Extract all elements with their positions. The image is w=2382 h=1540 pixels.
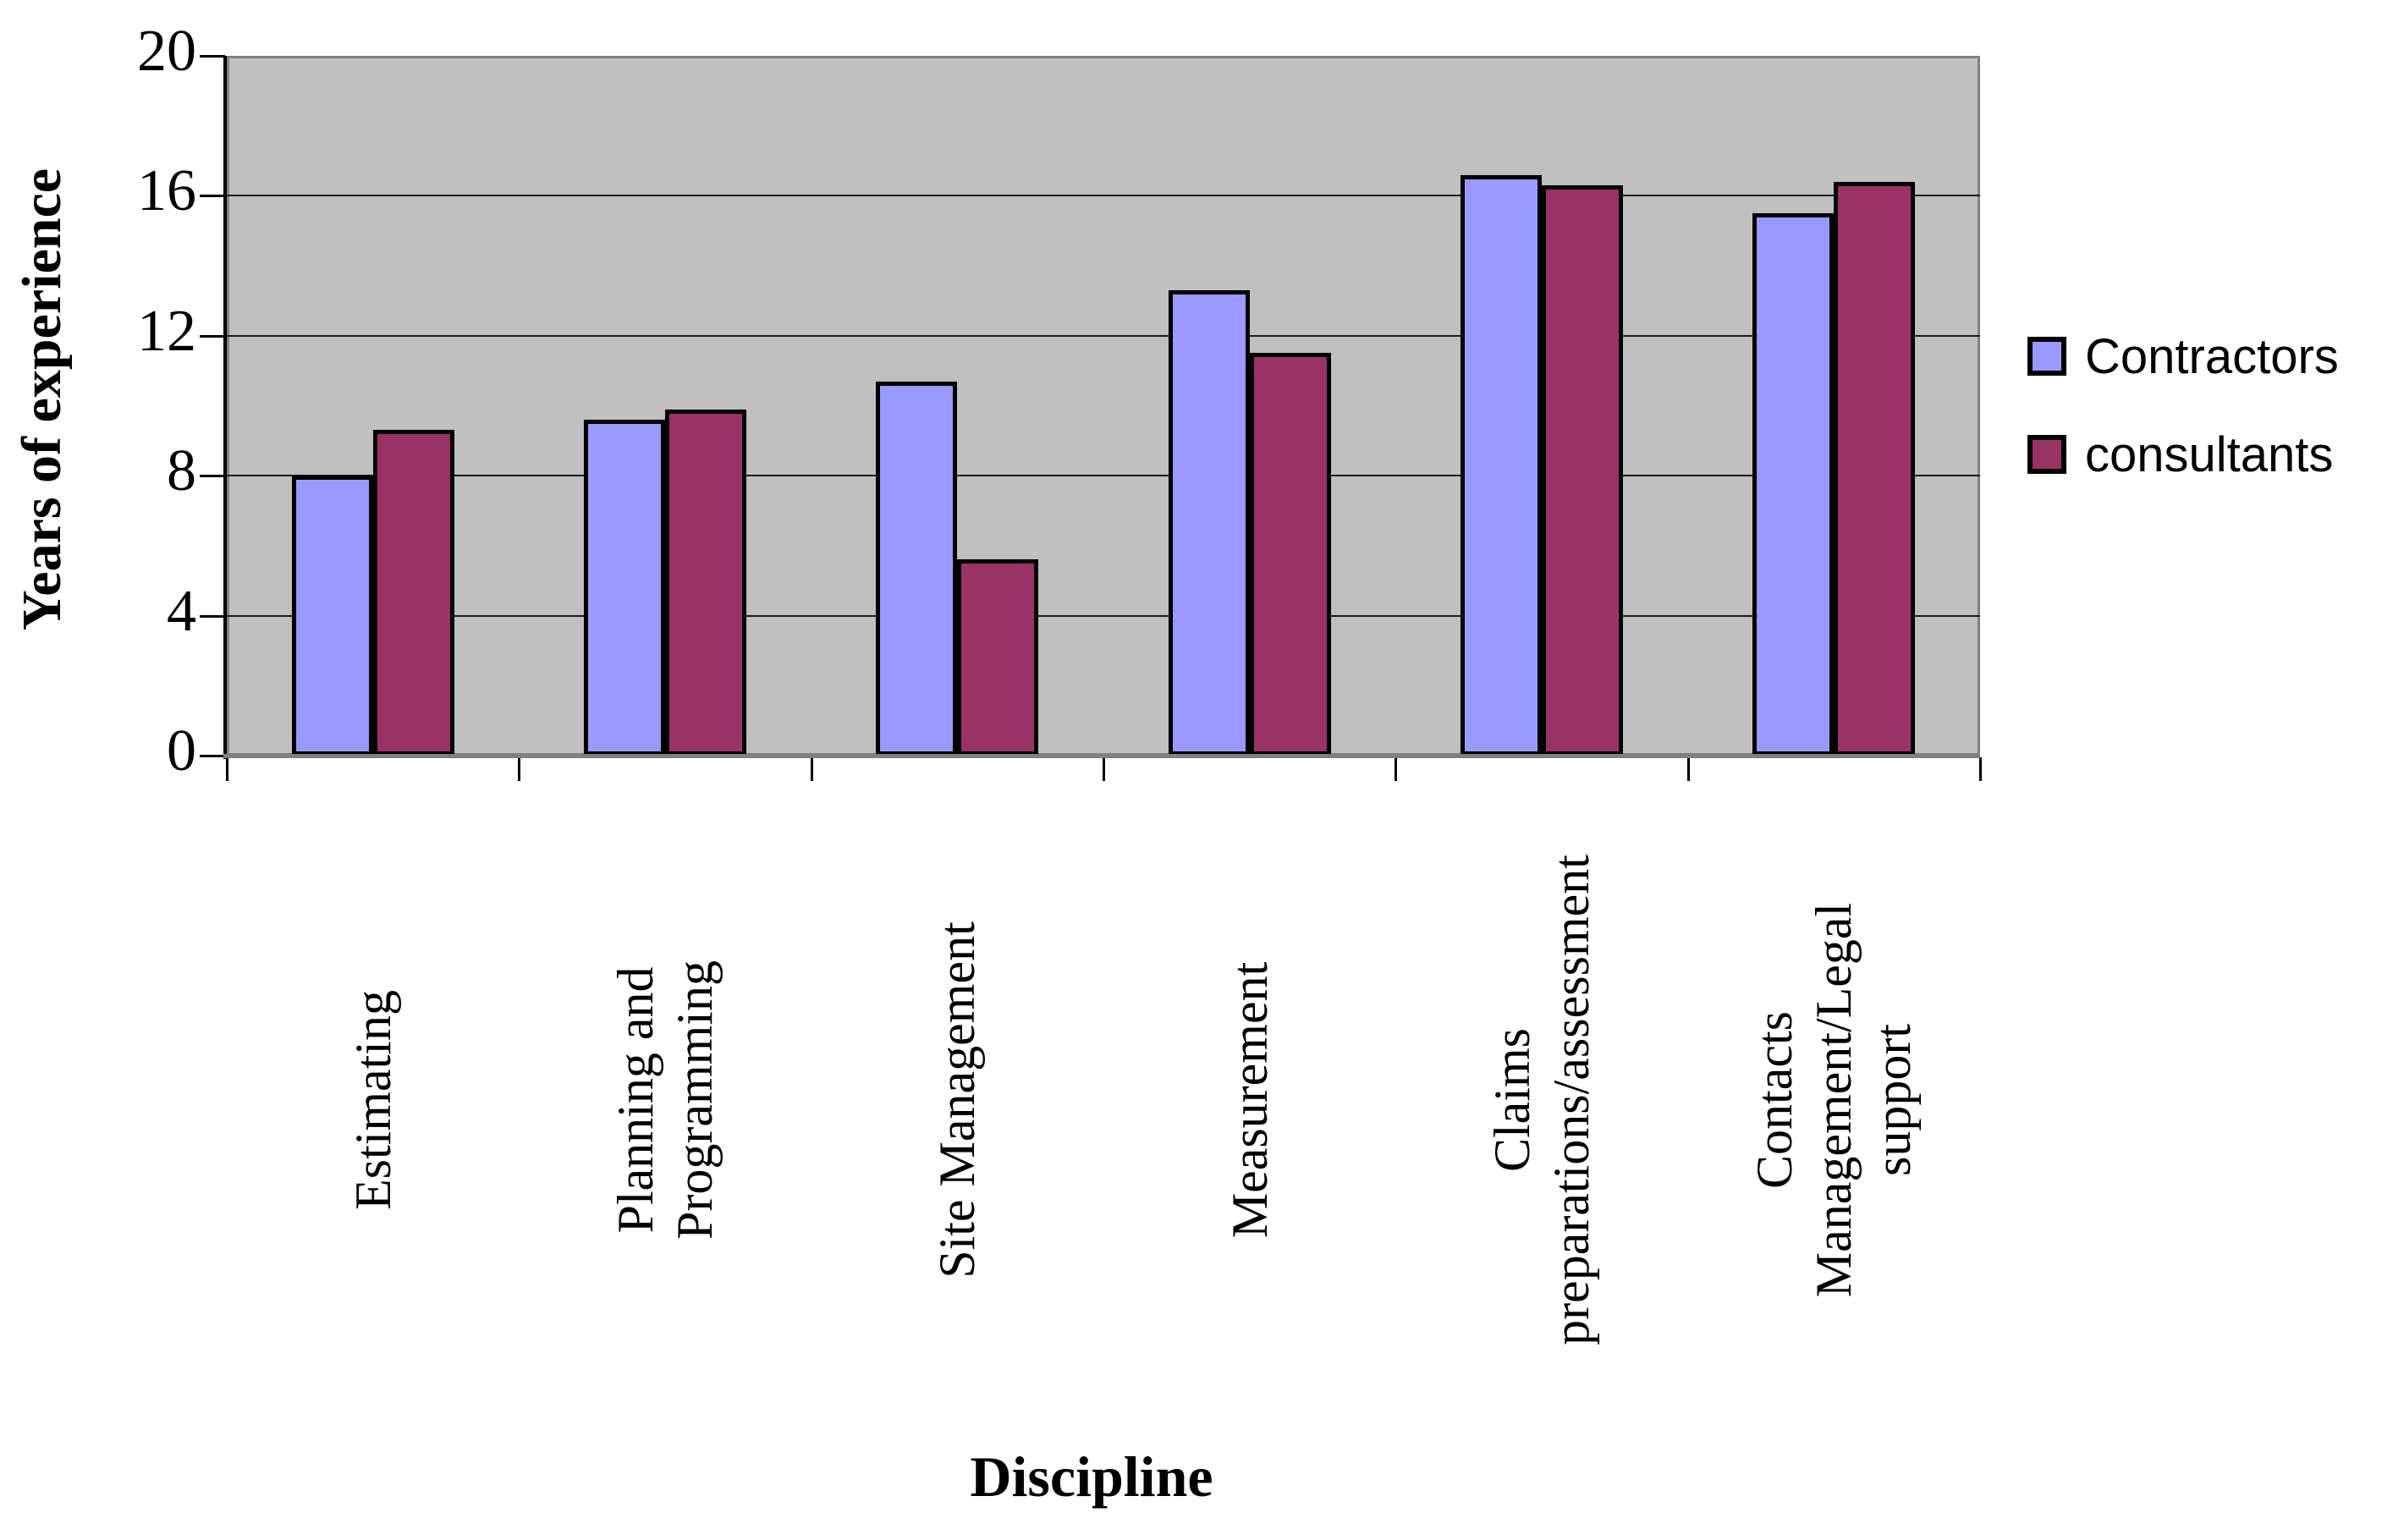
y-tick-label: 0 — [167, 718, 196, 784]
bar-consultants — [373, 430, 454, 756]
category-label-line: Management/Legal — [1806, 902, 1862, 1298]
y-axis-tick — [200, 195, 225, 198]
bar-consultants — [1542, 185, 1623, 756]
category-label-line: Measurement — [1222, 961, 1278, 1239]
legend-label: Contractors — [2085, 328, 2339, 384]
y-axis-line — [223, 56, 227, 759]
category-label-line: Planning and — [608, 966, 663, 1234]
y-tick-label: 12 — [137, 298, 196, 364]
x-axis-tick — [1686, 757, 1690, 781]
category-label-line: Site Management — [929, 921, 985, 1279]
gridline — [227, 614, 1980, 617]
y-tick-label: 20 — [137, 19, 196, 85]
category-label-line: Estimating — [345, 990, 401, 1210]
category-label-line: preparations/assessment — [1543, 855, 1599, 1345]
category-label: Site Management — [927, 791, 987, 1409]
plot-area — [227, 56, 1980, 756]
category-label: Measurement — [1220, 791, 1279, 1409]
bar-contractors — [292, 476, 373, 756]
y-tick-label: 16 — [137, 158, 196, 224]
bar-contractors — [584, 420, 665, 756]
y-axis-tick — [200, 55, 225, 58]
category-label-line: Programming — [667, 960, 723, 1240]
y-axis-tick — [200, 334, 225, 338]
bar-contractors — [1169, 290, 1250, 756]
x-axis-tick — [226, 757, 228, 781]
x-axis-tick — [518, 757, 521, 781]
x-axis-tick — [1103, 757, 1105, 781]
bar-contractors — [1752, 213, 1834, 756]
x-axis-tick — [1395, 757, 1398, 781]
category-label: Contacts Management/Legal support — [1745, 791, 1923, 1409]
bar-consultants — [1834, 182, 1915, 756]
x-axis-tick — [1979, 757, 1982, 781]
x-axis-tick — [810, 757, 813, 781]
bar-consultants — [665, 410, 746, 756]
category-label-line: Claims — [1484, 1028, 1540, 1173]
category-label-line: Contacts — [1747, 1011, 1802, 1189]
x-axis-title: Discipline — [970, 1444, 1213, 1509]
legend-swatch-contractors — [2027, 337, 2066, 376]
bar-contractors — [876, 382, 957, 756]
gridline — [227, 475, 1980, 477]
legend: Contractors consultants — [2027, 329, 2339, 528]
category-label: Estimating — [344, 791, 403, 1409]
bar-contractors — [1461, 175, 1542, 756]
y-axis-tick — [200, 475, 225, 478]
legend-item: consultants — [2027, 427, 2339, 482]
category-label-line: support — [1865, 1024, 1921, 1176]
x-axis-line — [223, 754, 1980, 758]
y-axis-title: Years of experience — [11, 168, 73, 631]
legend-item: Contractors — [2027, 329, 2339, 384]
legend-swatch-consultants — [2027, 435, 2066, 474]
y-axis-tick — [200, 614, 225, 618]
y-axis-tick — [200, 755, 225, 757]
category-label: Planning and Programming — [606, 791, 724, 1409]
y-tick-label: 4 — [167, 578, 196, 644]
legend-label: consultants — [2085, 426, 2334, 482]
y-tick-label: 8 — [167, 438, 196, 504]
gridline — [227, 195, 1980, 197]
gridline — [227, 334, 1980, 337]
bar-consultants — [957, 559, 1038, 756]
bar-consultants — [1250, 353, 1331, 756]
category-label: Claims preparations/assessment — [1483, 791, 1601, 1409]
